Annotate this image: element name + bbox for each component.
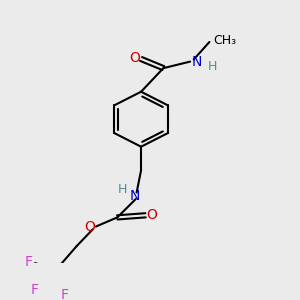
Text: O: O	[84, 220, 95, 233]
Text: F: F	[61, 288, 69, 300]
Text: N: N	[192, 55, 202, 69]
Text: N: N	[130, 189, 140, 203]
Text: H: H	[118, 183, 127, 196]
Text: O: O	[147, 208, 158, 222]
Text: CH₃: CH₃	[213, 34, 236, 47]
Text: F: F	[30, 283, 38, 297]
Text: F: F	[25, 255, 33, 269]
Text: H: H	[207, 60, 217, 73]
Text: O: O	[129, 51, 140, 65]
